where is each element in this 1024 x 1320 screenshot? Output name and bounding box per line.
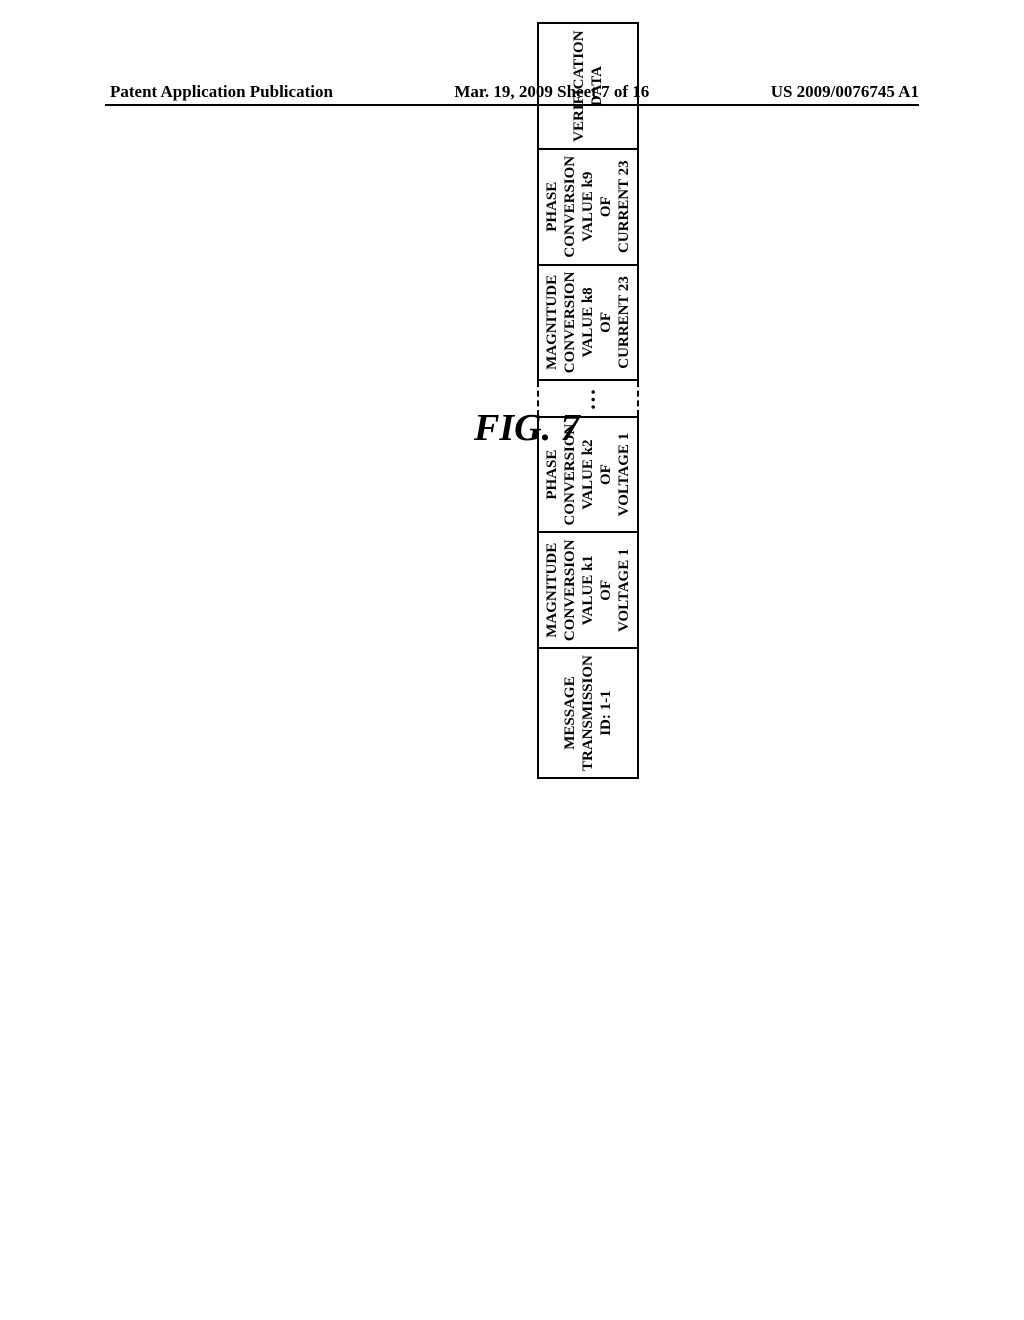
cell-magnitude-k8: MAGNITUDECONVERSIONVALUE k8OFCURRENT 23 bbox=[538, 265, 638, 381]
cell-ellipsis: ... bbox=[538, 380, 638, 417]
cell-verification: VERIFICATIONDATA bbox=[538, 23, 638, 148]
message-format-table: MESSAGETRANSMISSIONID: 1-1 MAGNITUDECONV… bbox=[537, 22, 639, 779]
table-wrapper: MESSAGETRANSMISSIONID: 1-1 MAGNITUDECONV… bbox=[537, 22, 639, 779]
cell-phase-k9: PHASECONVERSIONVALUE k9OFCURRENT 23 bbox=[538, 149, 638, 265]
cell-message-id: MESSAGETRANSMISSIONID: 1-1 bbox=[538, 648, 638, 778]
table-row: MESSAGETRANSMISSIONID: 1-1 MAGNITUDECONV… bbox=[538, 23, 638, 778]
header-left: Patent Application Publication bbox=[110, 82, 333, 102]
page-header: Patent Application Publication Mar. 19, … bbox=[0, 82, 1024, 102]
cell-phase-k2: PHASECONVERSIONVALUE k2OFVOLTAGE 1 bbox=[538, 417, 638, 533]
header-right: US 2009/0076745 A1 bbox=[771, 82, 919, 102]
header-divider bbox=[105, 104, 919, 106]
cell-magnitude-k1: MAGNITUDECONVERSIONVALUE k1OFVOLTAGE 1 bbox=[538, 532, 638, 648]
